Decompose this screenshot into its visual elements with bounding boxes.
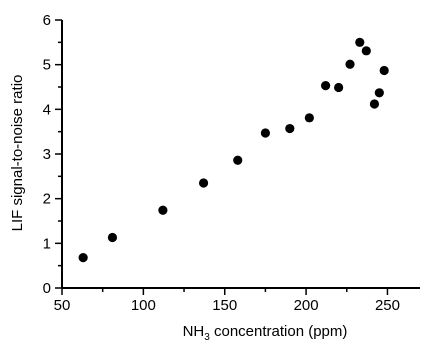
- data-point: [374, 88, 384, 98]
- data-point: [158, 205, 168, 215]
- x-tick-label: 200: [294, 297, 319, 314]
- data-point: [361, 46, 371, 56]
- data-point: [107, 232, 118, 243]
- y-tick-label: 0: [43, 280, 51, 297]
- y-axis-label: LIF signal-to-noise ratio: [9, 75, 26, 232]
- data-point: [285, 123, 295, 134]
- axes: 0 1 2 3 4 5 6 50 100 150 200 250: [43, 12, 420, 314]
- data-point: [233, 155, 243, 165]
- data-point: [78, 253, 88, 263]
- y-tick-label: 3: [43, 146, 51, 163]
- data-point: [369, 99, 380, 109]
- x-tick-label: 250: [375, 297, 400, 314]
- x-axis-label: NH3 concentration (ppm): [183, 323, 348, 343]
- y-tick-label: 2: [43, 191, 51, 208]
- data-points: [78, 37, 389, 263]
- data-point: [379, 65, 389, 76]
- y-tick-label: 4: [43, 101, 51, 118]
- y-tick-label: 5: [43, 57, 51, 74]
- y-tick-label: 1: [43, 235, 51, 252]
- data-point: [260, 128, 271, 138]
- data-point: [304, 113, 314, 123]
- x-tick-label: 150: [212, 297, 237, 314]
- data-point: [355, 37, 365, 47]
- y-tick-label: 6: [43, 12, 51, 29]
- x-tick-label: 50: [54, 297, 71, 314]
- data-point: [345, 59, 355, 69]
- data-point: [321, 81, 331, 91]
- data-point: [198, 178, 209, 188]
- data-point: [334, 82, 344, 93]
- x-tick-label: 100: [131, 297, 156, 314]
